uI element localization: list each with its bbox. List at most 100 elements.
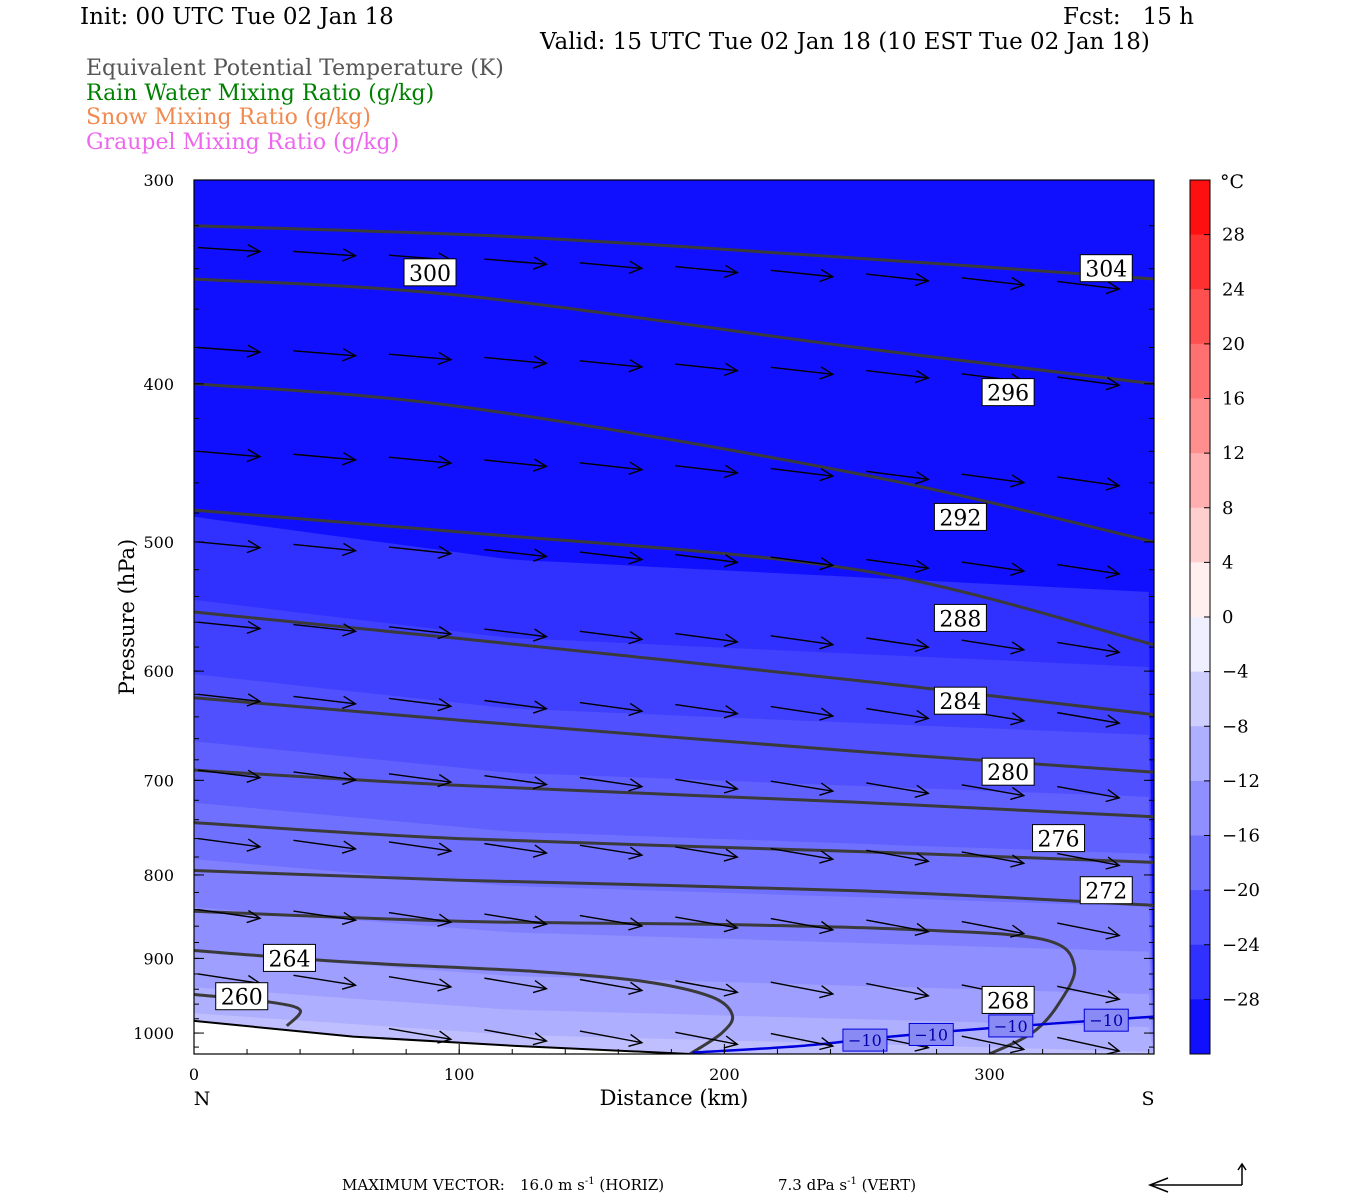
wind-vector-head bbox=[437, 773, 453, 788]
wind-vector bbox=[961, 920, 1024, 935]
wind-vector bbox=[197, 908, 261, 920]
wind-vector-head bbox=[1105, 714, 1121, 728]
wind-vector-head bbox=[628, 551, 644, 565]
wind-vector-head bbox=[1010, 712, 1026, 726]
wind-vector-head bbox=[819, 636, 835, 650]
wind-vector-head bbox=[628, 631, 644, 645]
legend-graupel: Graupel Mixing Ratio (g/kg) bbox=[86, 130, 400, 155]
colorbar-swatch bbox=[1190, 343, 1210, 399]
wind-vector bbox=[1057, 985, 1120, 1001]
wind-vector bbox=[388, 1027, 452, 1040]
wind-vector bbox=[675, 265, 738, 274]
wind-vector-head bbox=[723, 554, 739, 568]
wind-vector bbox=[293, 453, 356, 461]
wind-vector bbox=[675, 1031, 738, 1046]
wind-vector bbox=[1057, 641, 1120, 654]
x-axis-title: Distance (km) bbox=[600, 1086, 749, 1110]
wind-vector bbox=[579, 360, 642, 368]
wind-vector-head bbox=[246, 620, 262, 635]
colorbar-tick-label: 4 bbox=[1222, 552, 1233, 573]
y-tick-label: 800 bbox=[143, 866, 174, 885]
y-tick-label: 600 bbox=[143, 662, 174, 681]
theta-e-label-box-300 bbox=[403, 258, 457, 287]
isotherm-contour bbox=[692, 1015, 1154, 1054]
colorbar-swatch bbox=[1190, 180, 1210, 236]
reference-vector-icon bbox=[1147, 1162, 1247, 1193]
wind-vector-head bbox=[723, 264, 739, 279]
colorbar: 28 24 20 16 12 8 4 0 −4 −8 −12 −16 −20 −24 −28 bbox=[1189, 179, 1260, 1055]
wind-vector bbox=[675, 632, 738, 643]
theta-e-label-box-296 bbox=[981, 378, 1035, 407]
wind-vector bbox=[770, 780, 833, 792]
wind-vector-head bbox=[628, 981, 644, 995]
valid-time: Valid: 15 UTC Tue 02 Jan 18 (10 EST Tue … bbox=[540, 29, 1150, 55]
wind-vector-head bbox=[914, 986, 930, 1001]
wind-vector bbox=[388, 546, 452, 555]
wind-vector bbox=[197, 450, 261, 458]
wind-vector-head bbox=[341, 911, 358, 926]
wind-vector bbox=[484, 977, 547, 990]
theta-e-line-268 bbox=[194, 909, 1077, 1054]
wind-vector-head bbox=[723, 780, 739, 794]
theta-e-label-304: 304 bbox=[1085, 258, 1127, 283]
wind-vector-head bbox=[532, 458, 549, 472]
wind-vector bbox=[866, 369, 929, 379]
max-vert-vector: 7.3 dPa s-1 (VERT) bbox=[778, 1176, 917, 1194]
wind-vector-head bbox=[628, 702, 644, 717]
wind-vector-head bbox=[342, 542, 358, 557]
theta-e-line-296 bbox=[194, 382, 1154, 544]
wind-vector bbox=[770, 269, 833, 278]
isotherm-label-box-2 bbox=[988, 1014, 1034, 1038]
theta-e-label-284: 284 bbox=[939, 690, 981, 715]
wind-vector bbox=[197, 246, 261, 253]
wind-vector bbox=[484, 1029, 547, 1042]
wind-vector-head bbox=[819, 707, 835, 721]
theta-e-line-280 bbox=[194, 768, 1154, 819]
wind-vector-head bbox=[914, 559, 930, 574]
theta-e-label-268: 268 bbox=[987, 989, 1029, 1014]
wind-vector bbox=[293, 350, 356, 357]
colorbar-tick-label: 0 bbox=[1222, 607, 1233, 628]
x-tick-label: 0 bbox=[189, 1065, 199, 1084]
wind-vector bbox=[866, 782, 929, 795]
theta-e-line-276 bbox=[194, 821, 1154, 864]
wind-vector-head bbox=[246, 769, 262, 783]
colorbar-tick-label: −12 bbox=[1222, 771, 1260, 792]
wind-vector bbox=[1057, 1036, 1120, 1052]
colorbar-tick-label: 8 bbox=[1222, 498, 1233, 519]
x-left-end-label: N bbox=[194, 1088, 211, 1110]
wind-vector-head bbox=[628, 359, 644, 373]
wind-vector-head bbox=[1105, 789, 1121, 803]
wind-vector bbox=[1057, 280, 1120, 290]
x-tick-label: 300 bbox=[974, 1065, 1005, 1084]
wind-vector bbox=[293, 839, 356, 850]
wind-vector bbox=[197, 346, 261, 353]
wind-vector bbox=[197, 693, 261, 703]
wind-vector bbox=[961, 561, 1024, 572]
isotherm-label-box-1 bbox=[908, 1022, 954, 1046]
wind-vector bbox=[961, 277, 1024, 286]
wind-vector-head bbox=[437, 913, 453, 927]
wind-vector bbox=[293, 771, 356, 781]
wind-vector-head bbox=[819, 366, 835, 380]
wind-vector bbox=[484, 459, 547, 468]
wind-vector bbox=[1057, 852, 1120, 867]
wind-vector bbox=[388, 773, 452, 783]
wind-vector-head bbox=[437, 545, 453, 559]
wind-vector-head bbox=[532, 844, 548, 858]
y-tick-label: 300 bbox=[143, 171, 174, 190]
wind-vector bbox=[961, 851, 1024, 864]
wind-vector-head bbox=[341, 695, 358, 710]
theta-e-label-box-292 bbox=[933, 502, 987, 531]
wind-vector-head bbox=[1105, 1041, 1121, 1054]
theta-e-label-276: 276 bbox=[1038, 828, 1080, 853]
colorbar-swatch bbox=[1190, 453, 1210, 509]
wind-vector-head bbox=[723, 633, 739, 647]
colorbar-swatch bbox=[1190, 562, 1210, 618]
wind-vector-head bbox=[723, 983, 739, 997]
isotherm-line-minus10 bbox=[692, 1015, 1154, 1054]
theta-e-label-box-268 bbox=[981, 985, 1035, 1014]
wind-vector bbox=[388, 456, 452, 464]
